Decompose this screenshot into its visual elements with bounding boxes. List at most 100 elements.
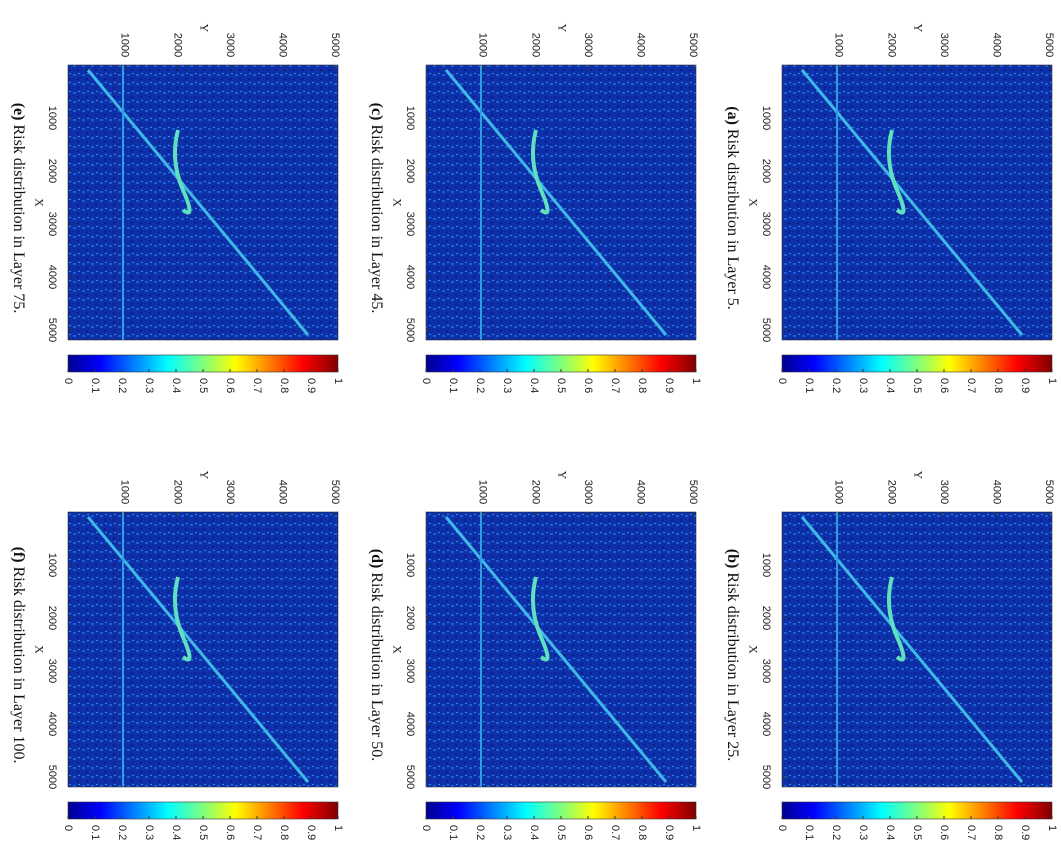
x-tick-label: 1000	[404, 106, 416, 130]
river	[886, 576, 906, 662]
y-tick-label: 1000	[833, 480, 845, 504]
colorbar-tick-label: 0.1	[89, 825, 101, 840]
colorbar-tick-label: 0.7	[965, 378, 977, 393]
x-tick-label: 1000	[760, 553, 772, 577]
y-tick-label: 5000	[329, 33, 341, 57]
x-tick-label: 3000	[760, 212, 772, 236]
colorbar-tick-label: 0.4	[170, 378, 182, 393]
frame	[781, 511, 1053, 788]
colorbar-tick-label: 0.2	[474, 378, 486, 393]
colorbar-tick-label: 0.2	[830, 378, 842, 393]
road	[86, 69, 310, 336]
x-tick-label: 4000	[46, 712, 58, 736]
y-tick-label: 4000	[990, 480, 1002, 504]
colorbar-tick-label: 0.2	[116, 378, 128, 393]
y-tick-label: 1000	[833, 33, 845, 57]
x-tick-label: 2000	[46, 606, 58, 630]
y-tick-label: 3000	[224, 33, 236, 57]
colorbar-tick-label: 0	[62, 378, 74, 384]
x-tick-label: 1000	[404, 553, 416, 577]
colorbar-tick-label: 0.8	[992, 378, 1004, 393]
caption-label: (c)	[368, 103, 385, 121]
colorbar-tick-label: 0.4	[528, 378, 540, 393]
y-axis-label: Y	[197, 471, 211, 480]
colorbar-tick-label: 0.8	[278, 825, 290, 840]
x-axis-label: X	[32, 198, 46, 207]
y-tick-label: 5000	[687, 480, 699, 504]
panel: (e) Risk distribution in Layer 75.	[10, 64, 339, 373]
colorbar-tick-label: 0.5	[555, 825, 567, 840]
colorbar-tick-label: 0.9	[305, 378, 317, 393]
colorbar-tick-label: 0	[776, 825, 788, 831]
caption-text: Risk distribution in Layer 75.	[10, 124, 27, 313]
road	[800, 69, 1024, 336]
panel: (c) Risk distribution in Layer 45.	[368, 64, 697, 373]
colorbar-tick-label: 0	[62, 825, 74, 831]
river	[886, 129, 906, 215]
colorbar-tick-label: 0.7	[965, 825, 977, 840]
colorbar-tick-label: 0.5	[911, 825, 923, 840]
x-tick-label: 5000	[760, 318, 772, 342]
colorbar-tick-label: 0.6	[224, 825, 236, 840]
x-tick-label: 4000	[760, 712, 772, 736]
colorbar-tick-label: 0.1	[89, 378, 101, 393]
panel: (a) Risk distribution in Layer 5.	[724, 64, 1053, 373]
x-tick-label: 5000	[760, 765, 772, 789]
colorbar-tick-label: 0.4	[170, 825, 182, 840]
x-tick-label: 2000	[404, 159, 416, 183]
x-tick-label: 5000	[46, 765, 58, 789]
x-tick-label: 3000	[46, 659, 58, 683]
caption: (d) Risk distribution in Layer 50.	[368, 549, 385, 761]
y-tick-label: 4000	[276, 33, 288, 57]
heatmap	[782, 512, 1052, 787]
colorbar-tick-label: 0.6	[582, 378, 594, 393]
caption: (e) Risk distribution in Layer 75.	[10, 103, 27, 314]
caption-label: (a)	[724, 106, 741, 125]
y-tick-label: 3000	[938, 33, 950, 57]
colorbar-tick-label: 0.6	[938, 378, 950, 393]
caption-label: (e)	[10, 103, 27, 121]
y-tick-label: 2000	[529, 33, 541, 57]
caption: (f) Risk distribution in Layer 100.	[10, 547, 27, 764]
colorbar-tick-label: 0.9	[663, 378, 675, 393]
caption-text: Risk distribution in Layer 50.	[368, 572, 385, 761]
x-tick-label: 1000	[46, 553, 58, 577]
caption-label: (b)	[724, 549, 741, 569]
colorbar-tick-label: 0	[420, 825, 432, 831]
colorbar-tick-label: 0.1	[447, 378, 459, 393]
colorbar-tick-label: 0.5	[911, 378, 923, 393]
heatmap	[426, 512, 696, 787]
colorbar-tick-label: 0.6	[582, 825, 594, 840]
colorbar-tick-label: 0.3	[143, 378, 155, 393]
road	[444, 516, 668, 783]
colorbar-tick-label: 0	[420, 378, 432, 384]
x-tick-label: 4000	[46, 265, 58, 289]
x-tick-label: 1000	[46, 106, 58, 130]
caption-text: Risk distribution in Layer 5.	[724, 129, 741, 310]
y-tick-label: 2000	[171, 480, 183, 504]
panel: (b) Risk distribution in Layer 25.	[724, 511, 1053, 820]
colorbar-tick-label: 0.5	[197, 825, 209, 840]
y-tick-label: 1000	[119, 33, 131, 57]
y-tick-label: 3000	[224, 480, 236, 504]
colorbar-tick-label: 0.5	[197, 378, 209, 393]
x-tick-label: 3000	[46, 212, 58, 236]
colorbar-tick-label: 0	[776, 378, 788, 384]
x-tick-label: 4000	[404, 712, 416, 736]
x-axis-label: X	[390, 645, 404, 654]
y-tick-label: 1000	[477, 33, 489, 57]
x-axis-label: X	[390, 198, 404, 207]
caption-text: Risk distribution in Layer 25.	[724, 572, 741, 761]
colorbar-tick-label: 0.7	[609, 825, 621, 840]
y-tick-label: 5000	[329, 480, 341, 504]
panel: (d) Risk distribution in Layer 50.	[368, 511, 697, 820]
x-tick-label: 5000	[46, 318, 58, 342]
river	[172, 129, 192, 215]
y-tick-label: 5000	[1043, 33, 1055, 57]
frame	[67, 64, 339, 341]
colorbar-tick-label: 0.3	[857, 378, 869, 393]
x-tick-label: 1000	[760, 106, 772, 130]
y-axis-label: Y	[555, 471, 569, 480]
y-tick-label: 4000	[276, 480, 288, 504]
y-tick-label: 2000	[529, 480, 541, 504]
